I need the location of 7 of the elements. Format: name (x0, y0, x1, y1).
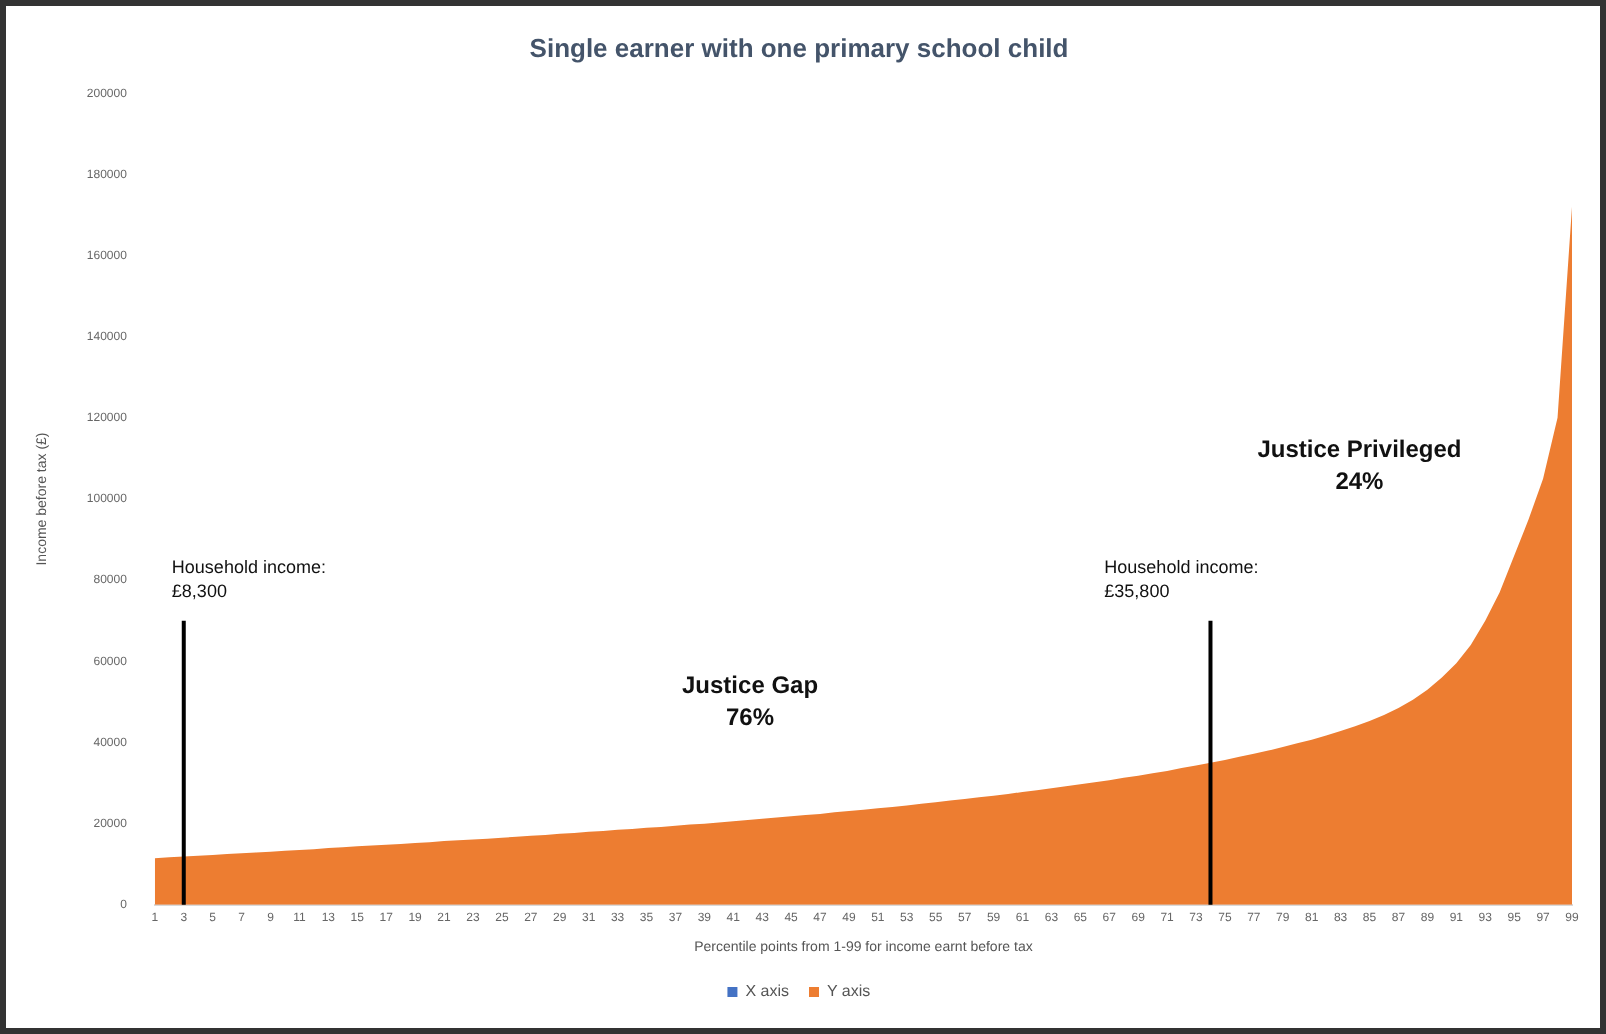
annotation: Household income: £8,300 (171, 557, 326, 602)
legend-label: Y axis (827, 982, 871, 1001)
annotation: Household income: £35,800 (1104, 557, 1259, 602)
legend-label: X axis (745, 982, 790, 1001)
annotation: Justice Privileged 24% (1257, 435, 1462, 496)
chart-title: Single earner with one primary school child (529, 32, 1069, 63)
annotation: Justice Gap 76% (682, 670, 819, 731)
